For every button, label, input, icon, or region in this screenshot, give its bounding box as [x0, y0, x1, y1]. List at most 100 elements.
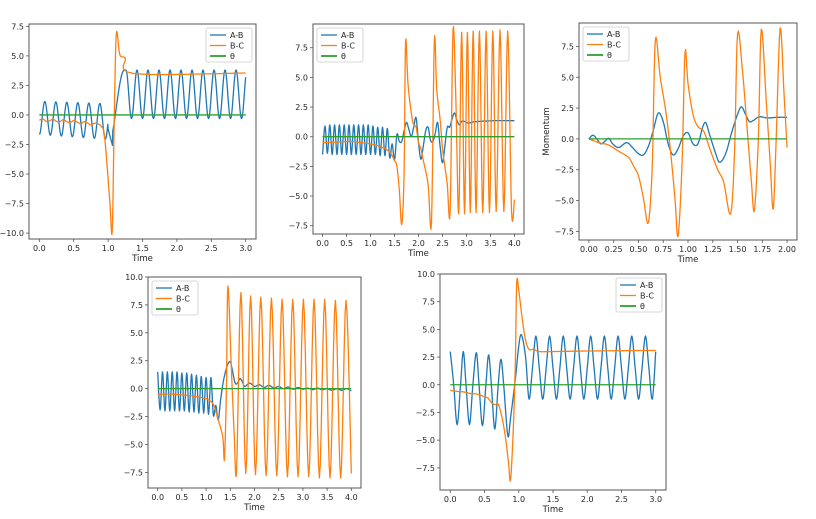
x-tick-label: 2.5 [615, 495, 628, 504]
legend: A-B B-Cθ [316, 27, 364, 63]
x-tick-label: 0.0 [33, 244, 46, 253]
legend-label: B-C [640, 292, 654, 301]
x-tick-label: 0.00 [580, 245, 598, 254]
x-axis-label: Time [407, 249, 429, 259]
x-axis-label: Time [131, 254, 153, 264]
x-tick-label: 1.5 [224, 493, 237, 502]
legend-box [316, 27, 364, 63]
x-tick-label: 3.0 [649, 495, 662, 504]
y-tick-label: 5.0 [295, 73, 308, 82]
y-tick-label: 0.0 [422, 381, 435, 390]
x-tick-label: 0.0 [316, 239, 329, 248]
x-tick-label: 2.0 [248, 493, 261, 502]
series-line-a-b [321, 112, 515, 164]
subplot-3: 0.00 0.25 0.50 0.75 1.00 1.25 1.50 1.75 2.00 −7.5… [542, 22, 798, 265]
legend: A-B B-Cθ [205, 27, 253, 63]
y-tick-label: 7.5 [11, 22, 24, 31]
y-tick-label: 10.0 [125, 273, 143, 282]
subplot-2: 0.0 0.5 1.0 1.5 2.0 2.5 3.0 3.5 4.0 −7.5 −5.0 −2.5 0… [289, 23, 525, 259]
y-tick-label: 5.0 [561, 73, 574, 82]
legend-label: θ [176, 305, 181, 314]
y-tick-label: −5.0 [289, 192, 308, 201]
legend: A-B B-Cθ [582, 26, 630, 62]
y-tick-label: 5.0 [11, 52, 24, 61]
legend-label: A-B [341, 31, 354, 40]
legend-box [615, 277, 663, 313]
x-tick-label: 0.5 [176, 493, 189, 502]
x-tick-label: 3.5 [484, 239, 497, 248]
y-tick-label: 7.5 [422, 298, 435, 307]
x-tick-label: 0.5 [67, 244, 80, 253]
x-tick-label: 3.5 [321, 493, 334, 502]
x-tick-label: 2.5 [436, 239, 449, 248]
y-tick-label: −2.5 [124, 413, 143, 422]
legend-box [151, 280, 199, 316]
y-tick-label: 10.0 [417, 270, 435, 279]
x-tick-label: 1.5 [547, 495, 560, 504]
legend: A-B B-Cθ [615, 277, 663, 313]
x-tick-label: 1.00 [679, 245, 697, 254]
x-tick-label: 2.0 [581, 495, 594, 504]
x-tick-label: 1.5 [136, 244, 149, 253]
y-tick-label: 0.0 [130, 385, 143, 394]
x-tick-label: 1.0 [200, 493, 213, 502]
x-tick-label: 0.50 [630, 245, 648, 254]
x-tick-label: 0.5 [340, 239, 353, 248]
legend-label: A-B [607, 30, 620, 39]
x-tick-label: 3.0 [460, 239, 473, 248]
y-tick-label: 5.0 [130, 329, 143, 338]
legend-label: A-B [230, 31, 243, 40]
y-tick-label: −2.5 [416, 408, 435, 417]
legend-label: B-C [607, 41, 621, 50]
legend-label: θ [607, 51, 612, 60]
y-tick-label: 2.5 [422, 353, 435, 362]
y-tick-label: 2.5 [295, 103, 308, 112]
y-tick-label: −7.5 [555, 227, 574, 236]
plot-area [588, 27, 788, 238]
subplot-5: 0.0 0.5 1.0 1.5 2.0 2.5 3.0 −7.5 −5.0 −2.5 0.0 2.5 5… [416, 270, 667, 515]
y-tick-label: −5.0 [555, 197, 574, 206]
legend-label: A-B [176, 284, 189, 293]
series-line-a-b [449, 333, 657, 438]
y-tick-label: −2.5 [289, 162, 308, 171]
plot-area [157, 285, 352, 479]
y-tick-label: 2.5 [11, 81, 24, 90]
x-tick-label: 0.0 [151, 493, 164, 502]
legend-box [205, 27, 253, 63]
legend-label: θ [341, 52, 346, 61]
y-tick-label: 0.0 [561, 135, 574, 144]
x-tick-label: 1.25 [704, 245, 722, 254]
legend-label: B-C [341, 42, 355, 51]
x-axis-label: Time [243, 503, 265, 513]
x-tick-label: 1.0 [364, 239, 377, 248]
y-tick-label: −7.5 [5, 200, 24, 209]
y-tick-label: 7.5 [295, 44, 308, 53]
x-axis-label: Time [542, 505, 564, 515]
y-tick-label: −7.5 [416, 464, 435, 473]
x-tick-label: 2.00 [778, 245, 796, 254]
x-tick-label: 0.0 [444, 495, 457, 504]
x-tick-label: 1.5 [388, 239, 401, 248]
y-axis-label: Momentum [542, 107, 552, 155]
plot-area [321, 26, 516, 231]
x-tick-label: 1.50 [729, 245, 747, 254]
legend-label: B-C [176, 295, 190, 304]
x-tick-label: 0.5 [478, 495, 491, 504]
x-tick-label: 3.0 [239, 244, 252, 253]
legend-label: B-C [230, 42, 244, 51]
plot-area [449, 277, 657, 482]
subplot-1: 0.0 0.5 1.0 1.5 2.0 2.5 3.0 −10.0 −7.5 −5.0 −2.5 0.… [0, 22, 257, 264]
series-line-b-c [322, 26, 516, 231]
y-tick-label: −5.0 [5, 170, 24, 179]
series-line-b-c [588, 27, 788, 238]
y-tick-label: −5.0 [416, 436, 435, 445]
subplot-4: 0.0 0.5 1.0 1.5 2.0 2.5 3.0 3.5 4.0 −7.5 −5.0 −2.5 0… [124, 273, 362, 513]
y-tick-label: −10.0 [0, 229, 24, 238]
legend-label: θ [640, 302, 645, 311]
y-tick-label: 2.5 [130, 357, 143, 366]
y-tick-label: 0.0 [11, 111, 24, 120]
y-tick-label: 0.0 [295, 133, 308, 142]
x-tick-label: 2.0 [412, 239, 425, 248]
y-tick-label: 2.5 [561, 104, 574, 113]
series-line-a-b [38, 69, 247, 147]
